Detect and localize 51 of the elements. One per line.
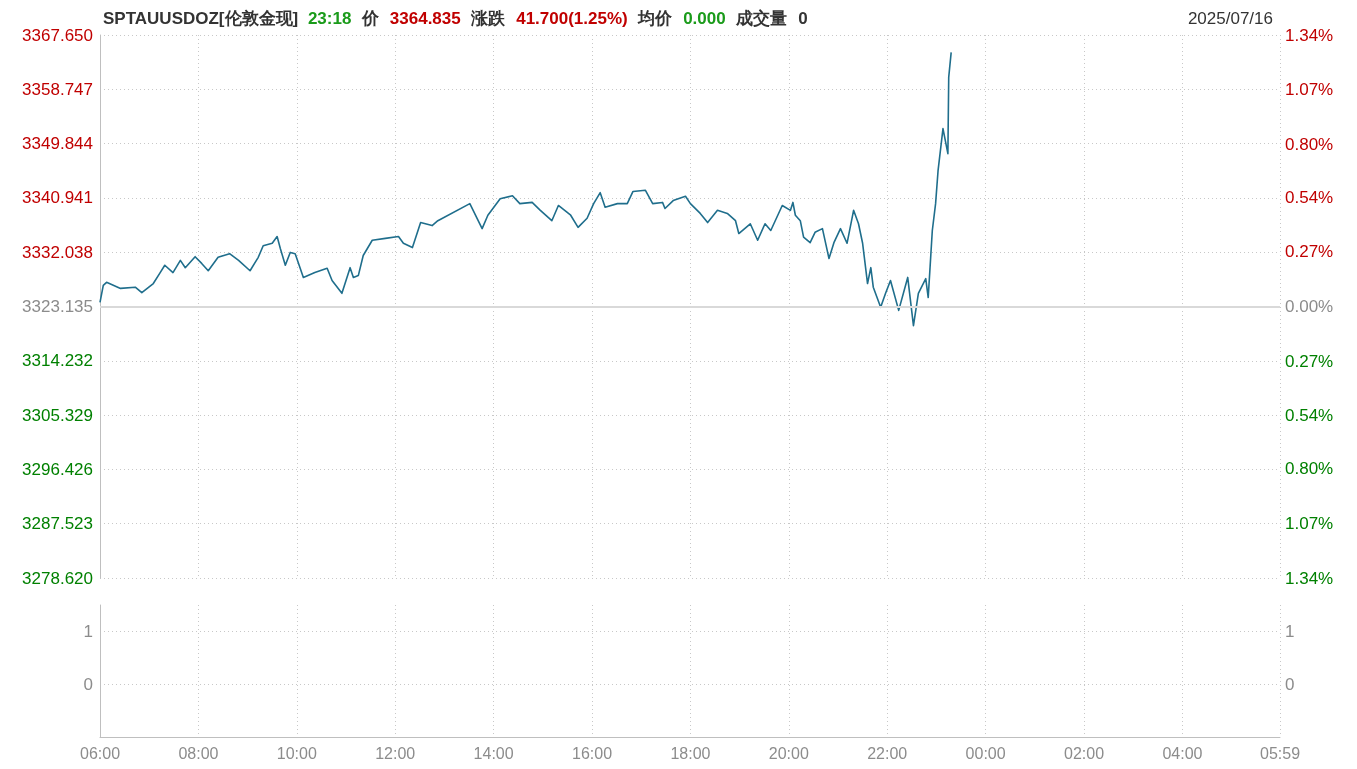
y2-tick-label: 1.07% [1285, 513, 1334, 533]
y2-tick-label: 0.27% [1285, 242, 1334, 262]
x-tick-label: 18:00 [670, 744, 711, 762]
text: 价 [361, 9, 381, 28]
x-tick-label: 10:00 [276, 744, 317, 762]
text: 41.700(1.25%) [516, 9, 628, 28]
y-tick-label: 3332.038 [22, 242, 93, 262]
y-tick-label: 1 [83, 621, 93, 641]
y-tick-label: 3349.844 [22, 134, 93, 154]
y2-tick-label: 0.80% [1285, 134, 1334, 154]
x-tick-label: 00:00 [965, 744, 1006, 762]
x-tick-label: 20:00 [768, 744, 809, 762]
y2-tick-label: 0 [1285, 674, 1295, 694]
y2-tick-label: 0.27% [1285, 351, 1334, 371]
y-tick-label: 3340.941 [22, 188, 93, 208]
y2-tick-label: 0.80% [1285, 459, 1334, 479]
text: 均价 [637, 9, 674, 28]
y2-tick-label: 1.34% [1285, 25, 1334, 45]
y2-tick-label: 0.54% [1285, 187, 1334, 207]
y2-tick-label: 1 [1285, 621, 1295, 641]
x-tick-label: 16:00 [571, 744, 613, 762]
y-tick-label: 3287.523 [22, 514, 93, 534]
x-tick-label: 06:00 [79, 744, 121, 762]
y2-tick-label: 0.54% [1285, 406, 1334, 426]
x-tick-label: 08:00 [178, 744, 219, 762]
y2-tick-label: 1.07% [1285, 80, 1334, 100]
y-tick-label: 3296.426 [22, 459, 93, 479]
x-tick-label: 14:00 [473, 744, 514, 762]
x-tick-label: 22:00 [867, 744, 908, 762]
y-tick-label: 0 [83, 674, 93, 694]
y-tick-label: 3305.329 [22, 405, 93, 425]
chart-subtitle: 2025/07/16 [1187, 9, 1274, 28]
text: 0.000 [683, 9, 726, 28]
chart-title: SPTAUUSDOZ[伦敦金现] [103, 9, 299, 28]
text: 0 [798, 9, 808, 28]
x-tick-label: 05:59 [1259, 744, 1301, 762]
y-tick-label: 3278.620 [22, 568, 93, 588]
x-tick-label: 04:00 [1162, 744, 1203, 762]
y2-tick-label: 1.34% [1285, 568, 1334, 588]
text: 3364.835 [389, 9, 461, 28]
line-series [99, 51, 952, 327]
x-tick-label: 12:00 [375, 744, 416, 762]
text: 涨跌 [470, 9, 507, 28]
y-tick-label: 3358.747 [22, 79, 93, 99]
y2-tick-label: 0.00% [1285, 297, 1334, 316]
y-tick-label: 3314.232 [22, 351, 93, 371]
x-tick-label: 02:00 [1063, 744, 1105, 762]
y-tick-label: 3367.650 [22, 25, 93, 45]
text: 23:18 [307, 9, 352, 28]
y-tick-label: 3323.135 [22, 297, 93, 316]
text: 成交量 [735, 9, 788, 28]
